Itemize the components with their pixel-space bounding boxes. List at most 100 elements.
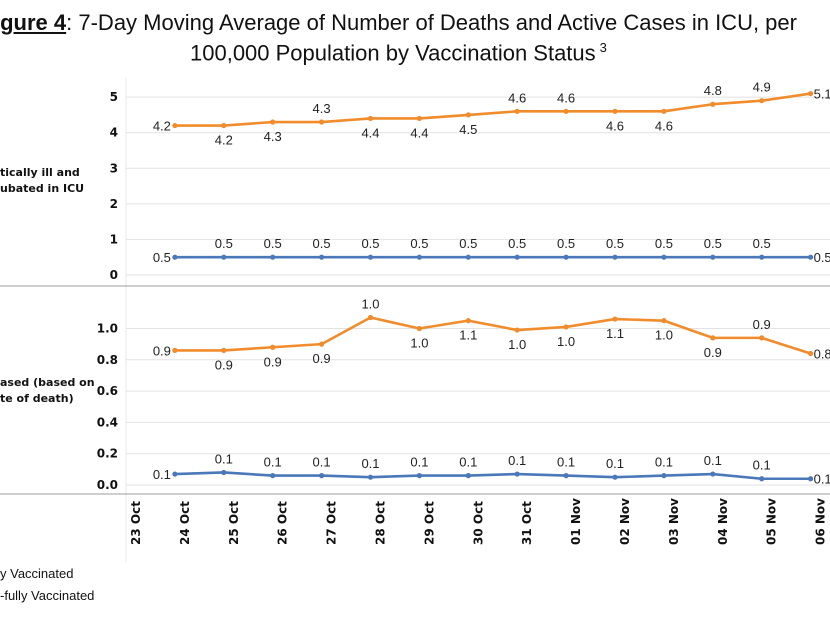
- data-point-vaccinated: [367, 474, 374, 480]
- x-tick-label: 05 Nov: [765, 498, 779, 545]
- data-point-unvaccinated: [416, 115, 422, 122]
- data-label-vaccinated: 0.5: [215, 236, 233, 251]
- data-label-vaccinated: 0.5: [153, 250, 171, 265]
- data-point-unvaccinated: [563, 108, 569, 114]
- data-point-unvaccinated: [514, 327, 520, 333]
- data-label-vaccinated: 0.1: [264, 455, 282, 470]
- data-point-unvaccinated: [465, 112, 471, 118]
- x-tick-label: 23 Oct: [129, 501, 143, 545]
- data-label-vaccinated: 0.1: [459, 455, 477, 470]
- data-label-vaccinated: 0.5: [814, 250, 830, 265]
- data-point-unvaccinated: [661, 108, 667, 114]
- data-point-unvaccinated: [221, 122, 227, 129]
- data-point-unvaccinated: [465, 318, 471, 324]
- y-tick-label: 2: [110, 197, 118, 211]
- y-tick-label: 5: [110, 90, 118, 104]
- data-point-vaccinated: [612, 474, 618, 480]
- y-axis-label: te of death): [0, 392, 74, 405]
- data-label-unvaccinated: 0.9: [215, 357, 233, 372]
- data-point-unvaccinated: [367, 115, 374, 122]
- x-tick-label: 04 Nov: [716, 498, 730, 545]
- data-label-vaccinated: 0.1: [410, 455, 428, 470]
- data-point-vaccinated: [465, 254, 471, 260]
- panel-icu: 0 1 2 3 4 5 tically ill and ubated in ICU 4.2 4.2…: [0, 80, 830, 287]
- data-point-vaccinated: [759, 254, 765, 260]
- data-point-vaccinated: [563, 473, 569, 479]
- data-label-vaccinated: 0.1: [508, 453, 526, 468]
- data-point-unvaccinated: [416, 325, 422, 332]
- figure-label: igure 4: [0, 10, 67, 35]
- data-point-vaccinated: [319, 254, 325, 260]
- data-label-vaccinated: 0.5: [410, 236, 428, 251]
- data-label-unvaccinated: 0.9: [753, 317, 771, 332]
- title-text-1: : 7-Day Moving Average of Number of Deat…: [66, 10, 797, 35]
- data-point-vaccinated: [319, 473, 325, 479]
- data-point-unvaccinated: [172, 122, 178, 129]
- title-line-2: 100,000 Population by Vaccination Status…: [190, 40, 607, 66]
- data-point-vaccinated: [710, 471, 716, 477]
- data-point-vaccinated: [710, 254, 716, 260]
- title-line-1: igure 4: 7-Day Moving Average of Number …: [0, 10, 797, 36]
- x-tick-label: 31 Oct: [520, 501, 534, 545]
- data-label-unvaccinated: 4.8: [704, 83, 722, 98]
- data-label-vaccinated: 0.5: [508, 236, 526, 251]
- data-point-unvaccinated: [808, 90, 814, 97]
- data-label-vaccinated: 0.1: [313, 455, 331, 470]
- data-point-unvaccinated: [172, 347, 178, 353]
- y-tick-label: 4: [110, 126, 118, 140]
- data-label-vaccinated: 0.1: [361, 456, 379, 471]
- x-tick-label: 26 Oct: [276, 501, 290, 545]
- data-label-unvaccinated: 4.6: [508, 90, 526, 105]
- x-tick-label: 28 Oct: [374, 501, 388, 545]
- data-point-vaccinated: [612, 254, 618, 260]
- y-tick-label: 0.0: [97, 478, 118, 492]
- data-point-vaccinated: [808, 254, 814, 260]
- series-line-unvaccinated: [174, 92, 811, 127]
- y-tick-label: 0.4: [97, 415, 118, 429]
- data-label-vaccinated: 0.1: [606, 456, 624, 471]
- data-label-vaccinated: 0.1: [557, 455, 575, 470]
- data-point-unvaccinated: [710, 101, 716, 107]
- data-point-vaccinated: [270, 254, 276, 260]
- series-line-vaccinated: [174, 471, 811, 481]
- data-point-unvaccinated: [514, 108, 520, 114]
- data-label-unvaccinated: 1.0: [557, 334, 575, 349]
- data-label-vaccinated: 0.5: [459, 236, 477, 251]
- data-label-unvaccinated: 1.1: [459, 328, 477, 343]
- data-point-vaccinated: [661, 254, 667, 260]
- title-footnote: 3: [599, 40, 607, 55]
- data-label-vaccinated: 0.1: [814, 472, 830, 487]
- data-point-vaccinated: [514, 254, 520, 260]
- y-tick-label: 0.2: [97, 447, 118, 461]
- data-point-unvaccinated: [661, 318, 667, 324]
- data-point-vaccinated: [465, 473, 471, 479]
- data-label-unvaccinated: 4.4: [361, 125, 379, 140]
- data-point-unvaccinated: [319, 341, 325, 347]
- data-label-unvaccinated: 0.9: [153, 343, 171, 358]
- data-label-unvaccinated: 0.9: [704, 345, 722, 360]
- data-point-vaccinated: [661, 473, 667, 479]
- data-point-vaccinated: [416, 254, 422, 260]
- data-label-unvaccinated: 4.4: [410, 125, 428, 140]
- data-label-unvaccinated: 4.3: [313, 101, 331, 116]
- x-tick-label: 30 Oct: [471, 501, 485, 545]
- data-label-vaccinated: 0.5: [557, 236, 575, 251]
- y-tick-label: 1.0: [97, 321, 118, 335]
- data-label-vaccinated: 0.5: [655, 236, 673, 251]
- data-label-unvaccinated: 4.6: [606, 118, 624, 133]
- data-point-unvaccinated: [367, 314, 374, 321]
- y-tick-label: 0.8: [97, 353, 118, 367]
- data-label-vaccinated: 0.5: [753, 236, 771, 251]
- data-label-unvaccinated: 4.2: [153, 119, 171, 134]
- chart-title: igure 4: 7-Day Moving Average of Number …: [0, 4, 830, 68]
- data-point-vaccinated: [172, 471, 178, 477]
- data-label-vaccinated: 0.5: [361, 236, 379, 251]
- data-label-unvaccinated: 5.1: [814, 87, 830, 102]
- y-axis-label: tically ill and: [0, 166, 80, 179]
- data-point-vaccinated: [563, 254, 569, 260]
- data-point-unvaccinated: [808, 350, 814, 357]
- data-point-vaccinated: [270, 473, 276, 479]
- data-label-vaccinated: 0.1: [153, 467, 171, 482]
- legend-item-unvaccinated: -fully Vaccinated: [0, 588, 95, 603]
- y-tick-label: 0.6: [97, 384, 118, 398]
